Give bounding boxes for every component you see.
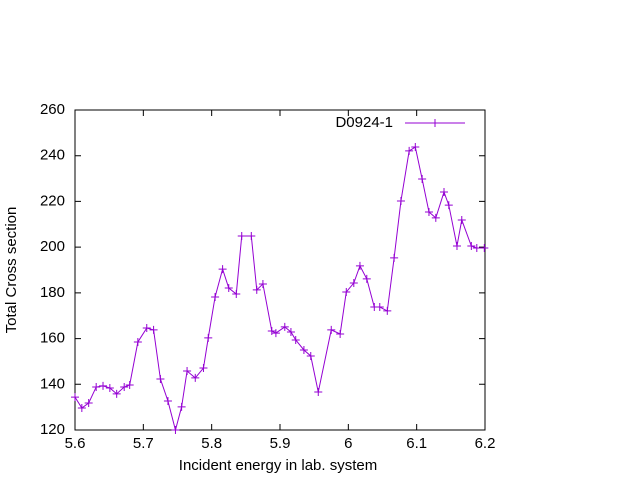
point <box>467 242 476 250</box>
point <box>336 330 345 338</box>
point <box>105 383 114 392</box>
point <box>112 389 121 398</box>
x-axis-label: Incident energy in lab. system <box>179 457 377 474</box>
point <box>375 303 384 312</box>
point <box>191 373 200 382</box>
point <box>411 143 420 152</box>
y-tick-label: 160 <box>40 330 65 347</box>
point <box>291 335 300 344</box>
point <box>405 146 414 155</box>
point <box>480 244 489 253</box>
point <box>163 396 172 405</box>
y-tick-label: 140 <box>40 375 65 392</box>
point <box>362 274 371 283</box>
y-tick-label: 200 <box>40 238 65 255</box>
y-tick-label: 220 <box>40 192 65 209</box>
point <box>142 324 151 333</box>
point <box>232 290 241 298</box>
point <box>252 285 261 294</box>
x-tick-label: 5.8 <box>201 435 222 452</box>
y-tick-label: 260 <box>40 101 65 118</box>
plot-border <box>74 109 486 431</box>
point <box>280 322 289 331</box>
legend-label: D0924-1 <box>335 114 393 131</box>
x-tick-label: 5.6 <box>65 435 86 452</box>
point <box>149 325 158 334</box>
point <box>267 327 276 336</box>
point <box>156 375 165 384</box>
point <box>355 261 364 270</box>
point <box>327 325 336 334</box>
point <box>247 231 256 240</box>
point <box>92 383 101 392</box>
y-tick-label: 120 <box>40 421 65 438</box>
point <box>224 284 233 293</box>
point <box>171 426 180 434</box>
point <box>299 346 308 354</box>
point <box>133 338 142 346</box>
point <box>71 393 79 402</box>
point <box>204 333 213 342</box>
point <box>271 329 280 338</box>
y-axis-label: Total Cross section <box>3 207 20 334</box>
point <box>125 380 134 389</box>
point <box>418 175 427 184</box>
point <box>390 253 399 262</box>
point <box>258 279 267 288</box>
point <box>237 231 246 240</box>
x-tick-label: 5.7 <box>133 435 154 452</box>
point <box>211 292 220 301</box>
point <box>349 279 358 288</box>
point <box>457 215 466 224</box>
point <box>431 213 440 222</box>
point <box>177 402 186 411</box>
x-tick-label: 6.1 <box>406 435 427 452</box>
point <box>77 404 86 413</box>
point <box>120 383 129 392</box>
point <box>452 242 461 250</box>
point <box>444 201 453 210</box>
point <box>218 265 227 274</box>
y-tick-label: 180 <box>40 284 65 301</box>
point <box>342 287 351 296</box>
point <box>383 306 392 315</box>
point <box>183 367 192 376</box>
point <box>199 364 208 373</box>
point <box>424 207 433 216</box>
point <box>306 351 315 360</box>
point <box>84 399 93 408</box>
point <box>472 244 481 253</box>
point <box>99 381 108 390</box>
point <box>286 327 295 336</box>
point <box>314 388 323 397</box>
legend-swatch <box>405 119 465 127</box>
y-tick-label: 240 <box>40 147 65 164</box>
point <box>396 196 405 205</box>
series-line <box>74 146 485 432</box>
x-tick-label: 6 <box>344 435 352 452</box>
x-tick-label: 6.2 <box>475 435 496 452</box>
x-tick-label: 5.9 <box>270 435 291 452</box>
point <box>440 188 448 197</box>
